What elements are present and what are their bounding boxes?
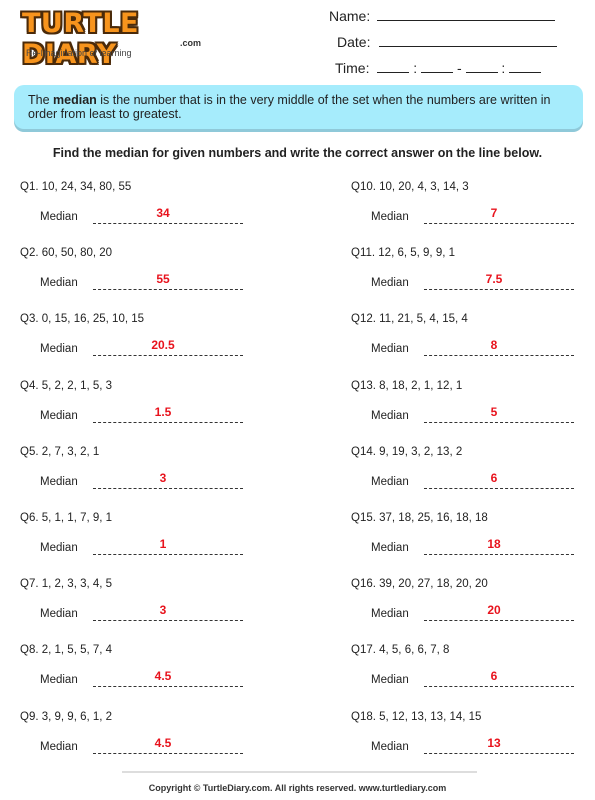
name-label: Name: [329,8,371,24]
question-text: Q7. 1, 2, 3, 3, 4, 5 [20,578,113,590]
median-label: Median [371,343,409,355]
time-colon-2: : [501,60,506,76]
answer-blank[interactable] [424,620,574,621]
logo-dotcom: .com [180,38,202,48]
question-text: Q15. 37, 18, 25, 16, 18, 18 [351,512,488,524]
time-minute-end[interactable] [509,60,542,73]
answer-value: 34 [156,206,170,220]
median-label: Median [40,741,78,753]
answer-blank[interactable] [424,289,574,290]
date-label: Date: [337,34,371,50]
name-field[interactable]: Name: [329,8,556,24]
answer-value: 6 [490,471,498,485]
answer-value: 4.5 [154,736,172,750]
median-label: Median [40,410,78,422]
answer-blank[interactable] [424,355,574,356]
answer-value: 55 [156,272,170,286]
answer-blank[interactable] [93,289,243,290]
date-line[interactable] [379,34,558,47]
question-text: Q4. 5, 2, 2, 1, 5, 3 [20,380,113,392]
answer-value: 7 [490,206,498,220]
answer-value: 8 [490,338,498,352]
median-label: Median [40,608,78,620]
answer-value: 1.5 [154,405,172,419]
question-text: Q17. 4, 5, 6, 6, 7, 8 [351,644,450,656]
median-label: Median [371,410,409,422]
answer-value: 4.5 [154,669,172,683]
answer-value: 20 [487,603,501,617]
median-label: Median [40,343,78,355]
question-text: Q1. 10, 24, 34, 80, 55 [20,181,132,193]
answer-blank[interactable] [93,223,243,224]
answer-value: 20.5 [151,338,175,352]
median-label: Median [371,211,409,223]
answer-blank[interactable] [93,422,243,423]
answer-blank[interactable] [424,554,574,555]
answer-value: 5 [490,405,498,419]
footer-divider [122,771,477,773]
definition-pre: The [28,93,54,107]
answer-value: 6 [490,669,498,683]
answer-blank[interactable] [424,422,574,423]
median-label: Median [40,542,78,554]
question-text: Q8. 2, 1, 5, 5, 7, 4 [20,644,113,656]
median-label: Median [371,277,409,289]
answer-blank[interactable] [424,686,574,687]
question-text: Q5. 2, 7, 3, 2, 1 [20,446,100,458]
question-text: Q13. 8, 18, 2, 1, 12, 1 [351,380,463,392]
median-label: Median [40,211,78,223]
answer-blank[interactable] [93,686,243,687]
median-label: Median [371,542,409,554]
time-colon-1: : [413,60,418,76]
answer-value: 3 [159,603,167,617]
instruction-text: Find the median for given numbers and wr… [52,146,543,160]
turtle-diary-logo: TURTLE DIARY .com Re-Imagination of lear… [22,8,222,70]
median-label: Median [40,674,78,686]
time-field[interactable]: Time: : - : [335,60,542,76]
time-hour-end[interactable] [465,60,498,73]
answer-blank[interactable] [424,223,574,224]
question-text: Q18. 5, 12, 13, 13, 14, 15 [351,711,482,723]
answer-value: 7.5 [485,272,503,286]
definition-term: median [53,93,97,107]
time-label: Time: [335,60,370,76]
answer-blank[interactable] [93,620,243,621]
question-text: Q2. 60, 50, 80, 20 [20,247,113,259]
median-label: Median [371,476,409,488]
question-text: Q12. 11, 21, 5, 4, 15, 4 [351,313,468,325]
median-label: Median [40,476,78,488]
time-dash: - [456,60,462,76]
question-text: Q16. 39, 20, 27, 18, 20, 20 [351,578,488,590]
answer-value: 13 [487,736,501,750]
logo-tagline: Re-Imagination of learning [26,48,132,58]
time-hour-start[interactable] [377,60,410,73]
median-label: Median [371,674,409,686]
definition-post: is the number that is in the very middle… [28,93,551,121]
median-label: Median [40,277,78,289]
name-line[interactable] [377,8,556,21]
answer-blank[interactable] [93,554,243,555]
question-text: Q14. 9, 19, 3, 2, 13, 2 [351,446,463,458]
logo-wordmark: TURTLE DIARY [22,8,139,70]
definition-box: The median is the number that is in the … [14,85,583,129]
answer-blank[interactable] [93,753,243,754]
answer-blank[interactable] [424,488,574,489]
question-text: Q3. 0, 15, 16, 25, 10, 15 [20,313,145,325]
time-minute-start[interactable] [421,60,454,73]
date-field[interactable]: Date: [337,34,558,50]
copyright-text: Copyright © TurtleDiary.com. All rights … [148,783,447,793]
answer-blank[interactable] [424,753,574,754]
median-label: Median [371,741,409,753]
answer-blank[interactable] [93,488,243,489]
median-label: Median [371,608,409,620]
question-text: Q6. 5, 1, 1, 7, 9, 1 [20,512,113,524]
question-text: Q11. 12, 6, 5, 9, 9, 1 [351,247,455,259]
question-text: Q9. 3, 9, 9, 6, 1, 2 [20,711,113,723]
definition-text: The median is the number that is in the … [28,93,576,121]
question-text: Q10. 10, 20, 4, 3, 14, 3 [351,181,469,193]
answer-value: 3 [159,471,167,485]
answer-value: 1 [159,537,167,551]
answer-blank[interactable] [93,355,243,356]
answer-value: 18 [487,537,501,551]
